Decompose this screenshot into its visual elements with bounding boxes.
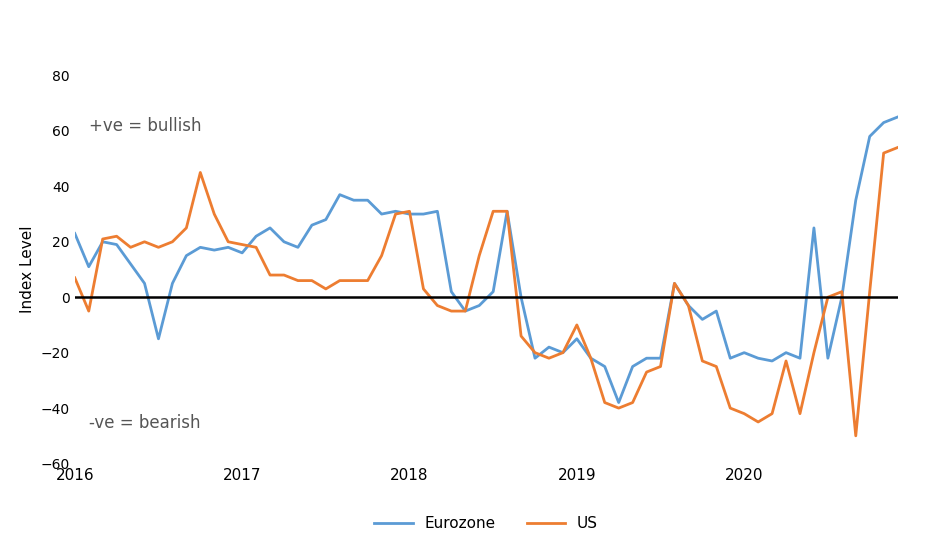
Eurozone xyxy=(613,399,625,406)
Eurozone xyxy=(348,197,359,203)
US xyxy=(585,355,597,362)
Text: +ve = bullish: +ve = bullish xyxy=(89,117,201,135)
Eurozone xyxy=(307,222,318,229)
US xyxy=(348,278,359,284)
Line: Eurozone: Eurozone xyxy=(75,117,898,403)
Eurozone xyxy=(892,114,903,120)
Eurozone xyxy=(334,191,345,198)
US xyxy=(307,278,318,284)
US xyxy=(892,144,903,151)
US xyxy=(279,272,290,278)
US xyxy=(850,433,861,439)
US xyxy=(69,274,80,281)
Legend: Eurozone, US: Eurozone, US xyxy=(368,510,604,537)
US xyxy=(209,211,220,217)
Eurozone xyxy=(279,239,290,245)
Eurozone xyxy=(209,247,220,253)
Eurozone xyxy=(585,355,597,362)
Eurozone xyxy=(69,230,80,237)
Line: US: US xyxy=(75,148,898,436)
Text: -ve = bearish: -ve = bearish xyxy=(89,413,200,432)
US xyxy=(334,278,345,284)
Text: Expectations of Economic Growth have increased since March this year: Expectations of Economic Growth have inc… xyxy=(11,26,732,45)
Y-axis label: Index Level: Index Level xyxy=(21,226,36,313)
